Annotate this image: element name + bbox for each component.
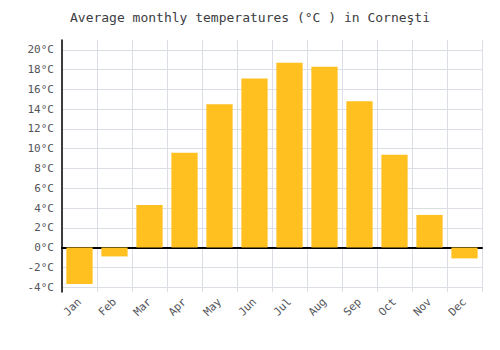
svg-text:4°C: 4°C <box>34 202 54 215</box>
svg-text:Apr: Apr <box>166 295 189 318</box>
svg-text:14°C: 14°C <box>28 103 55 116</box>
svg-text:18°C: 18°C <box>28 63 55 76</box>
svg-text:Feb: Feb <box>96 295 119 318</box>
svg-text:May: May <box>201 295 224 318</box>
svg-text:Aug: Aug <box>306 295 329 318</box>
svg-text:Oct: Oct <box>376 295 399 318</box>
svg-text:Dec: Dec <box>446 295 469 318</box>
svg-text:0°C: 0°C <box>34 241 54 254</box>
svg-text:10°C: 10°C <box>28 142 55 155</box>
svg-text:Mar: Mar <box>131 295 154 318</box>
svg-text:Jul: Jul <box>271 295 294 318</box>
svg-text:-2°C: -2°C <box>28 261 55 274</box>
svg-text:Average monthly temperatures (: Average monthly temperatures (°C ) in Co… <box>70 10 430 25</box>
svg-text:12°C: 12°C <box>28 122 55 135</box>
svg-text:Nov: Nov <box>411 295 434 318</box>
svg-text:20°C: 20°C <box>28 43 55 56</box>
svg-text:6°C: 6°C <box>34 182 54 195</box>
svg-text:2°C: 2°C <box>34 221 54 234</box>
svg-text:Jun: Jun <box>236 295 259 318</box>
svg-text:8°C: 8°C <box>34 162 54 175</box>
svg-text:16°C: 16°C <box>28 83 55 96</box>
svg-text:-4°C: -4°C <box>28 281 55 294</box>
svg-text:Sep: Sep <box>341 295 364 318</box>
svg-text:Jan: Jan <box>61 295 84 318</box>
